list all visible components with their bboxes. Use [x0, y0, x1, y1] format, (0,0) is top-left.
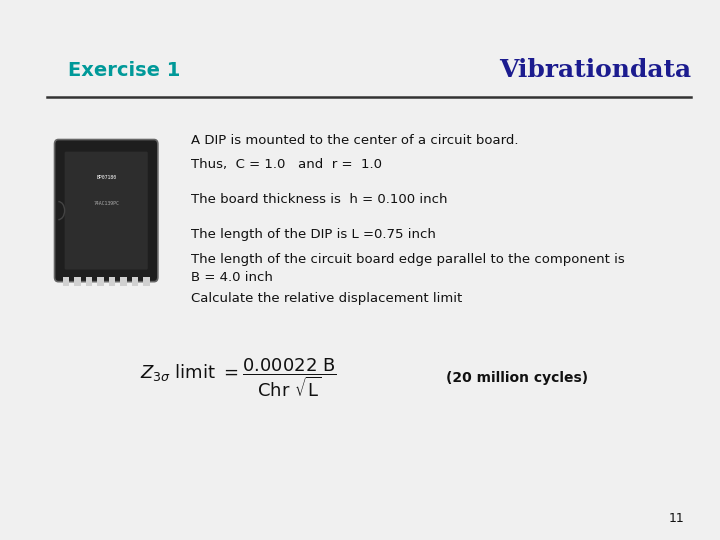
Text: The length of the circuit board edge parallel to the component is: The length of the circuit board edge par…: [191, 253, 624, 266]
Bar: [143, 277, 150, 292]
Text: Vibrationdata: Vibrationdata: [499, 58, 691, 82]
Text: A DIP is mounted to the center of a circuit board.: A DIP is mounted to the center of a circ…: [191, 134, 518, 147]
FancyBboxPatch shape: [65, 152, 148, 269]
Bar: [120, 277, 127, 292]
Text: The length of the DIP is L =0.75 inch: The length of the DIP is L =0.75 inch: [191, 228, 436, 241]
Text: (20 million cycles): (20 million cycles): [446, 371, 588, 385]
Bar: [86, 277, 92, 292]
Text: BP07180: BP07180: [96, 175, 116, 180]
Text: B = 4.0 inch: B = 4.0 inch: [191, 271, 273, 284]
FancyBboxPatch shape: [55, 139, 158, 282]
Bar: [63, 277, 69, 292]
Text: Exercise 1: Exercise 1: [68, 60, 181, 80]
Text: $Z_{3\sigma}$ limit $= \dfrac{\mathrm{0.00022\ B}}{\mathrm{Chr\ \sqrt{L}}}$: $Z_{3\sigma}$ limit $= \dfrac{\mathrm{0.…: [140, 356, 338, 400]
Text: 74AC139PC: 74AC139PC: [94, 200, 119, 206]
Bar: [109, 277, 115, 292]
Text: 11: 11: [668, 512, 684, 525]
Text: Calculate the relative displacement limit: Calculate the relative displacement limi…: [191, 292, 462, 305]
Bar: [74, 277, 81, 292]
Text: Thus,  C = 1.0   and  r =  1.0: Thus, C = 1.0 and r = 1.0: [191, 158, 382, 171]
Bar: [132, 277, 138, 292]
Bar: [97, 277, 104, 292]
Text: The board thickness is  h = 0.100 inch: The board thickness is h = 0.100 inch: [191, 193, 447, 206]
